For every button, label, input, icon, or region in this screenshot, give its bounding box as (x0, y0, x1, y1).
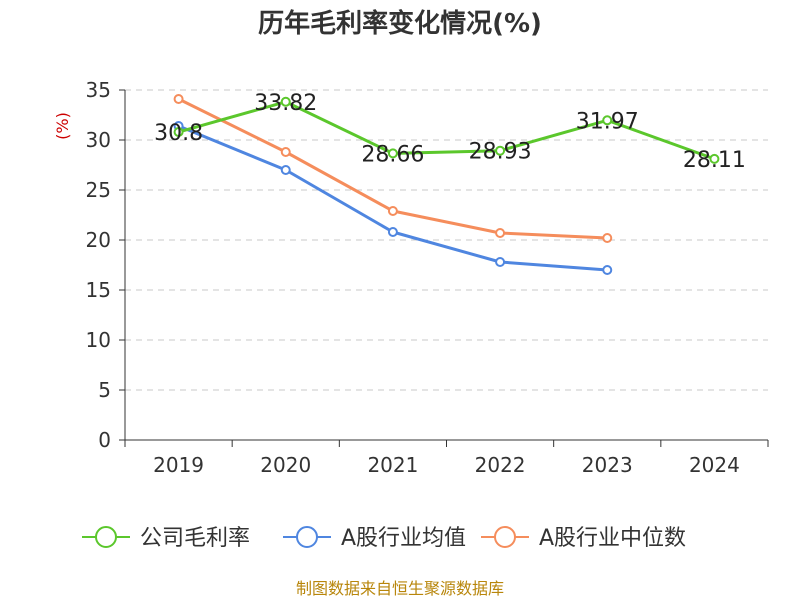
legend: 公司毛利率 A股行业均值 A股行业中位数 (82, 526, 686, 551)
legend-label: A股行业中位数 (539, 526, 686, 551)
legend-marker (494, 526, 516, 548)
y-tick-label: 0 (98, 428, 111, 452)
data-point (495, 257, 506, 267)
x-tick-label: 2021 (367, 453, 418, 477)
source-note: 制图数据来自恒生聚源数据库 (296, 579, 504, 598)
data-point (387, 227, 398, 237)
axes: 0 5 10 15 20 25 30 35 2019 2020 2021 2022 2023 2024 (86, 78, 769, 477)
data-point (387, 206, 398, 216)
data-label: 28.11 (683, 148, 746, 173)
series-2 (173, 94, 613, 243)
data-point (709, 153, 720, 164)
y-tick-label: 30 (86, 128, 111, 152)
data-point (280, 165, 291, 175)
y-tick-label: 25 (86, 178, 111, 202)
data-point (602, 115, 613, 126)
series (173, 94, 720, 275)
data-point (602, 265, 613, 275)
data-label: 30.8 (154, 121, 203, 146)
x-tick-label: 2024 (689, 453, 740, 477)
data-label: 31.97 (576, 109, 639, 134)
grid (125, 89, 768, 391)
data-label: 28.66 (361, 142, 424, 167)
y-tick-label: 15 (86, 278, 111, 302)
data-point (602, 233, 613, 243)
y-axis-label: (%) (53, 112, 72, 140)
data-point (387, 148, 398, 159)
data-label: 28.93 (469, 140, 532, 165)
legend-marker (296, 526, 318, 548)
legend-label: 公司毛利率 (140, 526, 250, 551)
y-tick-label: 20 (86, 228, 111, 252)
series-line (177, 97, 608, 240)
x-tick-label: 2022 (475, 453, 526, 477)
legend-label: A股行业均值 (341, 526, 466, 551)
series-line (178, 100, 715, 161)
data-point (173, 127, 184, 137)
data-labels: 30.8 33.82 28.66 28.93 31.97 28.11 (154, 91, 746, 173)
y-tick-label: 10 (86, 328, 111, 352)
data-point (173, 94, 184, 104)
series-0 (173, 96, 720, 164)
legend-item: A股行业均值 (283, 526, 466, 551)
legend-marker (95, 526, 117, 548)
chart-title: 历年毛利率变化情况(%) (258, 8, 542, 39)
legend-item: A股行业中位数 (481, 526, 686, 551)
x-tick-label: 2023 (582, 453, 633, 477)
data-point (280, 96, 291, 107)
y-tick-label: 35 (86, 78, 111, 102)
legend-item: 公司毛利率 (82, 526, 250, 551)
x-tick-label: 2019 (153, 453, 204, 477)
data-point (495, 228, 506, 238)
data-label: 33.82 (254, 91, 317, 116)
data-point (280, 147, 291, 157)
y-tick-label: 5 (98, 378, 111, 402)
x-tick-label: 2020 (260, 453, 311, 477)
data-point (495, 145, 506, 156)
